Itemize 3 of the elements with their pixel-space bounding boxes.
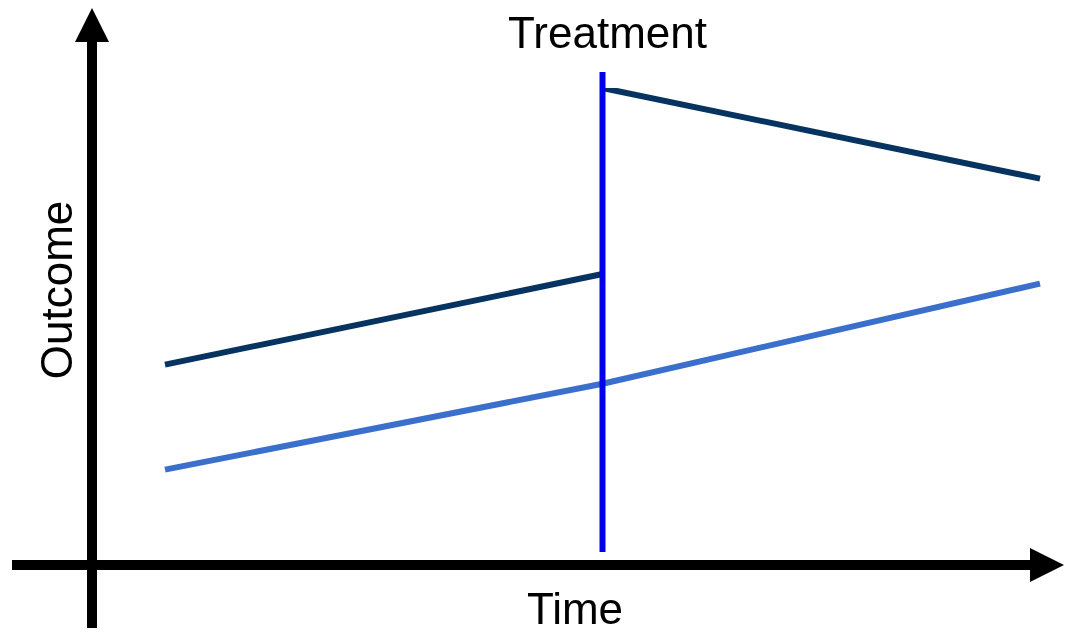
text: Treatment (508, 8, 707, 57)
x-axis-title: Time (526, 584, 624, 634)
y-axis-title: Outcome (32, 200, 82, 380)
